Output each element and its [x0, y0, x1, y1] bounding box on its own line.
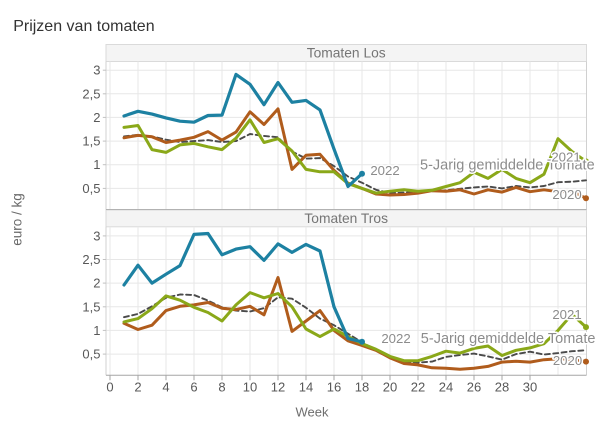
- svg-text:12: 12: [271, 380, 285, 395]
- svg-text:6: 6: [190, 380, 197, 395]
- svg-text:0,5: 0,5: [82, 181, 100, 196]
- svg-text:0,5: 0,5: [82, 347, 100, 362]
- svg-text:0: 0: [106, 380, 113, 395]
- svg-text:16: 16: [327, 380, 341, 395]
- svg-text:Prijzen van tomaten: Prijzen van tomaten: [13, 18, 154, 35]
- svg-text:2: 2: [93, 276, 100, 291]
- svg-text:10: 10: [243, 380, 257, 395]
- svg-text:28: 28: [495, 380, 509, 395]
- svg-text:3: 3: [93, 63, 100, 78]
- svg-text:3: 3: [93, 228, 100, 243]
- svg-text:26: 26: [467, 380, 481, 395]
- svg-text:30: 30: [523, 380, 537, 395]
- svg-text:22: 22: [411, 380, 425, 395]
- svg-text:24: 24: [439, 380, 453, 395]
- svg-text:14: 14: [299, 380, 313, 395]
- svg-text:2020: 2020: [553, 353, 582, 368]
- svg-text:euro / kg: euro / kg: [10, 193, 25, 246]
- svg-text:2,5: 2,5: [82, 252, 100, 267]
- svg-text:2022: 2022: [381, 331, 410, 346]
- svg-text:4: 4: [162, 380, 169, 395]
- svg-text:2021: 2021: [551, 150, 580, 165]
- svg-text:8: 8: [218, 380, 225, 395]
- svg-text:2020: 2020: [552, 187, 581, 202]
- svg-text:2021: 2021: [552, 307, 581, 322]
- svg-text:2022: 2022: [370, 163, 399, 178]
- svg-text:20: 20: [383, 380, 397, 395]
- svg-text:1,5: 1,5: [82, 299, 100, 314]
- svg-text:1: 1: [93, 157, 100, 172]
- svg-text:Tomaten Los: Tomaten Los: [307, 46, 386, 61]
- svg-text:5-Jarig gemiddelde Tomate: 5-Jarig gemiddelde Tomate: [420, 157, 595, 173]
- svg-text:1: 1: [93, 323, 100, 338]
- svg-text:2,5: 2,5: [82, 86, 100, 101]
- svg-text:18: 18: [355, 380, 369, 395]
- svg-text:2: 2: [93, 110, 100, 125]
- svg-text:5-Jarig gemiddelde Tomate: 5-Jarig gemiddelde Tomate: [421, 331, 596, 347]
- svg-text:2: 2: [134, 380, 141, 395]
- svg-text:Tomaten Tros: Tomaten Tros: [304, 211, 388, 226]
- svg-text:1,5: 1,5: [82, 134, 100, 149]
- svg-text:Week: Week: [296, 405, 329, 420]
